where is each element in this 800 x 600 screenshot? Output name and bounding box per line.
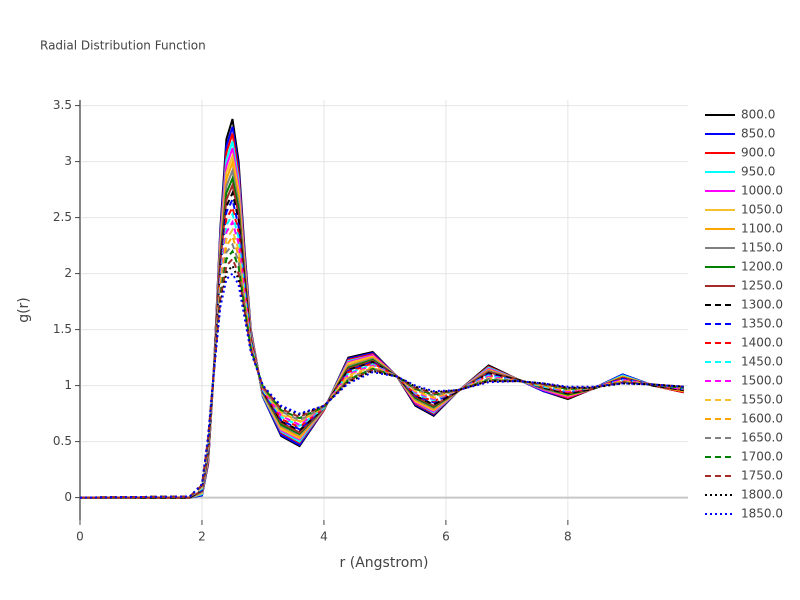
legend-label: 1250.0 xyxy=(741,279,783,293)
y-tick-label: 3.5 xyxy=(53,98,72,112)
grid: 0 2 4 6 8 0 0.5 1 1.5 2 2.5 3 3.5 xyxy=(53,98,688,544)
legend-label: 1100.0 xyxy=(741,222,783,236)
chart-title: Radial Distribution Function xyxy=(40,39,206,53)
series-line xyxy=(79,264,684,499)
plot-area xyxy=(79,118,684,499)
legend-label: 950.0 xyxy=(741,165,775,179)
legend-label: 1050.0 xyxy=(741,203,783,217)
series-line xyxy=(80,141,684,499)
series-line xyxy=(80,189,684,499)
series-line xyxy=(79,204,684,499)
series-line xyxy=(80,152,684,499)
y-tick-label: 2 xyxy=(64,266,72,280)
series-line xyxy=(80,147,684,499)
legend-label: 800.0 xyxy=(741,108,775,122)
series-line xyxy=(79,196,684,499)
legend-label: 1000.0 xyxy=(741,184,783,198)
series-line xyxy=(79,271,684,499)
series-line xyxy=(80,166,684,499)
series-line xyxy=(80,133,684,499)
series-line xyxy=(80,158,684,499)
y-tick-label: 1.5 xyxy=(53,322,72,336)
series-line xyxy=(80,181,684,499)
y-tick-label: 0 xyxy=(64,490,72,504)
legend-label: 900.0 xyxy=(741,146,775,160)
x-tick-label: 0 xyxy=(76,530,84,544)
legend-label: 1450.0 xyxy=(741,355,783,369)
x-tick-label: 4 xyxy=(320,530,328,544)
legend: 800.0 850.0 900.0 950.0 1000.0 1050.0 1100.0 11… xyxy=(705,108,783,521)
legend-label: 1350.0 xyxy=(741,317,783,331)
series-line xyxy=(80,175,684,499)
y-axis-title: g(r) xyxy=(16,297,32,323)
series-line xyxy=(80,118,684,499)
legend-label: 1400.0 xyxy=(741,336,783,350)
x-tick-label: 6 xyxy=(442,530,450,544)
y-tick-label: 3 xyxy=(64,154,72,168)
legend-label: 1550.0 xyxy=(741,393,783,407)
x-tick-label: 2 xyxy=(198,530,206,544)
legend-label: 1750.0 xyxy=(741,469,783,483)
y-tick-label: 2.5 xyxy=(53,210,72,224)
legend-label: 1500.0 xyxy=(741,374,783,388)
y-tick-label: 0.5 xyxy=(53,434,72,448)
legend-label: 1150.0 xyxy=(741,241,783,255)
legend-label: 1800.0 xyxy=(741,488,783,502)
legend-label: 1300.0 xyxy=(741,298,783,312)
y-tick-label: 1 xyxy=(64,378,72,392)
legend-label: 1650.0 xyxy=(741,431,783,445)
x-axis-title: r (Angstrom) xyxy=(340,555,429,571)
x-tick-label: 8 xyxy=(564,530,572,544)
legend-label: 1200.0 xyxy=(741,260,783,274)
legend-label: 1700.0 xyxy=(741,450,783,464)
legend-label: 850.0 xyxy=(741,127,775,141)
legend-label: 1850.0 xyxy=(741,507,783,521)
series-line xyxy=(79,211,684,499)
series-line xyxy=(79,257,684,499)
legend-label: 1600.0 xyxy=(741,412,783,426)
